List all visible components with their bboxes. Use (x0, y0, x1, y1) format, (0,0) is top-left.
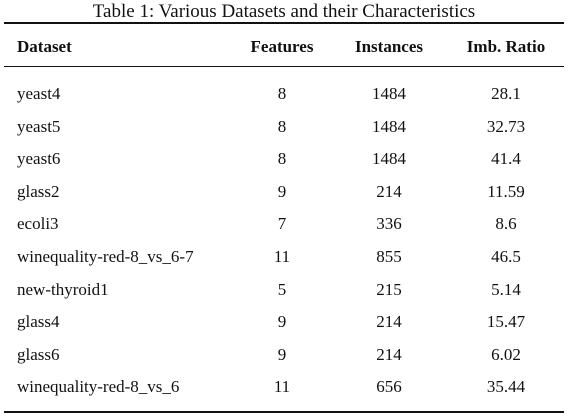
cell-imb-ratio: 11.59 (487, 182, 525, 201)
table-caption: Table 1: Various Datasets and their Char… (92, 1, 476, 22)
cell-instances: 214 (376, 345, 402, 364)
cell-imb-ratio: 46.5 (491, 247, 521, 266)
cell-imb-ratio: 35.44 (486, 377, 526, 396)
cell-features: 9 (277, 345, 287, 364)
cell-features: 8 (277, 117, 287, 136)
cell-features: 8 (277, 149, 287, 168)
cell-instances: 1484 (372, 84, 406, 103)
top-rule (4, 22, 564, 24)
cell-imb-ratio: 5.14 (491, 280, 521, 299)
cell-imb-ratio: 15.47 (486, 312, 526, 331)
header-rule (4, 66, 564, 67)
cell-dataset: winequality-red-8_vs_6-7 (17, 247, 194, 266)
cell-imb-ratio: 6.02 (491, 345, 521, 364)
header-instances: Instances (354, 37, 423, 56)
cell-dataset: glass6 (17, 345, 60, 364)
cell-instances: 336 (376, 214, 402, 233)
cell-instances: 1484 (372, 117, 406, 136)
cell-dataset: new-thyroid1 (17, 280, 109, 299)
cell-features: 7 (277, 214, 287, 233)
cell-dataset: glass4 (17, 312, 60, 331)
cell-features: 11 (273, 247, 291, 266)
cell-dataset: yeast5 (17, 117, 61, 136)
cell-instances: 215 (376, 280, 402, 299)
header-imb-ratio: Imb. Ratio (466, 37, 546, 56)
cell-imb-ratio: 41.4 (491, 149, 521, 168)
cell-dataset: yeast6 (17, 149, 61, 168)
cell-imb-ratio: 32.73 (486, 117, 526, 136)
cell-dataset: yeast4 (17, 84, 61, 103)
cell-imb-ratio: 8.6 (495, 214, 517, 233)
cell-features: 9 (277, 182, 287, 201)
cell-dataset: glass2 (17, 182, 60, 201)
cell-dataset: ecoli3 (17, 214, 59, 233)
header-dataset: Dataset (17, 37, 72, 56)
cell-imb-ratio: 28.1 (491, 84, 521, 103)
cell-features: 8 (277, 84, 287, 103)
header-features: Features (250, 37, 314, 56)
cell-instances: 855 (376, 247, 402, 266)
cell-instances: 656 (376, 377, 402, 396)
cell-instances: 214 (376, 312, 402, 331)
cell-dataset: winequality-red-8_vs_6 (17, 377, 180, 396)
cell-instances: 214 (376, 182, 402, 201)
cell-features: 5 (277, 280, 287, 299)
bottom-rule (4, 411, 564, 413)
cell-instances: 1484 (372, 149, 406, 168)
cell-features: 9 (277, 312, 287, 331)
cell-features: 11 (273, 377, 291, 396)
